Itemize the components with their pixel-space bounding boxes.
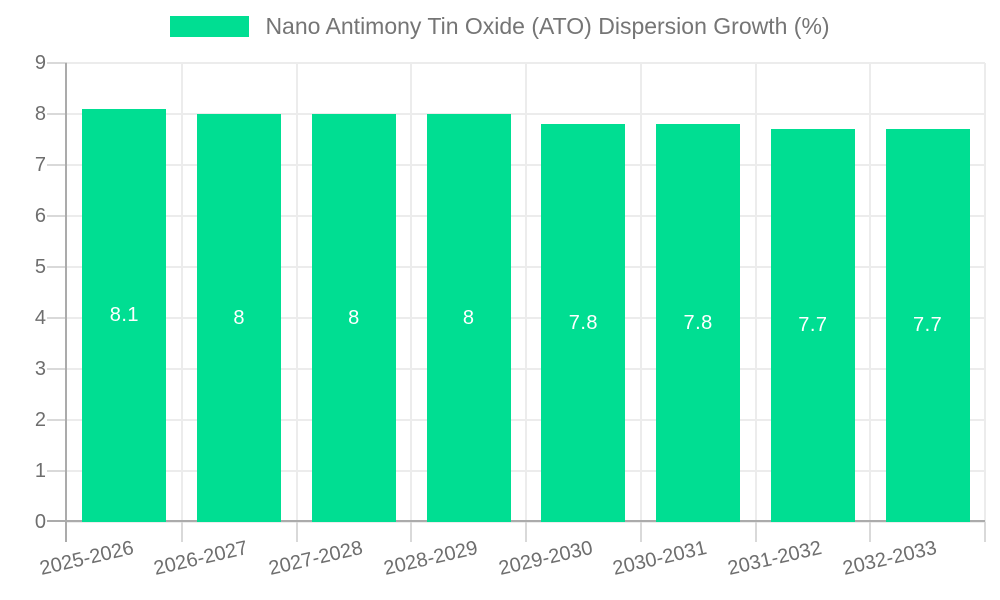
bar-value-label: 7.8 <box>568 311 599 334</box>
y-tick-label: 4 <box>34 307 46 329</box>
x-axis-tick <box>869 522 872 542</box>
x-axis-tick <box>180 522 183 542</box>
bar-value-label: 8.1 <box>109 303 140 326</box>
y-axis-tick <box>47 113 67 115</box>
bar[interactable]: 8.1 <box>82 108 167 522</box>
gridline-vertical <box>180 63 183 522</box>
bar-value-label: 7.7 <box>912 314 943 337</box>
bar-value-label: 8 <box>233 306 245 329</box>
x-axis-tick <box>525 522 527 542</box>
bar[interactable]: 8 <box>426 114 511 522</box>
x-tick-label: 2029-2030 <box>496 536 595 580</box>
x-tick-label: 2031-2032 <box>725 536 825 580</box>
x-axis-tick <box>410 522 413 542</box>
x-axis-tick <box>754 522 757 542</box>
bar[interactable]: 7.7 <box>885 129 970 522</box>
y-axis-tick <box>47 419 67 421</box>
y-axis-tick <box>47 368 67 370</box>
y-tick-label: 5 <box>34 256 46 278</box>
bar[interactable]: 7.8 <box>541 124 626 522</box>
y-axis-tick <box>47 62 67 64</box>
bar-value-label: 7.8 <box>683 311 713 334</box>
y-axis-line <box>65 63 67 542</box>
y-tick-label: 3 <box>34 358 46 380</box>
y-tick-label: 9 <box>34 52 46 74</box>
x-axis-tick <box>984 522 986 542</box>
y-tick-label: 2 <box>34 409 46 431</box>
y-tick-label: 6 <box>34 205 46 227</box>
gridline-vertical <box>869 63 872 522</box>
y-axis-tick <box>47 317 67 319</box>
x-tick-label: 2032-2033 <box>840 536 939 580</box>
x-tick-label: 2025-2026 <box>37 536 136 580</box>
gridline-vertical <box>754 63 757 522</box>
legend-label: Nano Antimony Tin Oxide (ATO) Dispersion… <box>265 13 830 39</box>
y-tick-label: 0 <box>34 511 46 533</box>
bar-value-label: 8 <box>462 306 475 329</box>
x-tick-label: 2027-2028 <box>266 536 366 580</box>
x-tick-label: 2028-2029 <box>381 536 480 580</box>
x-tick-label: 2026-2027 <box>152 536 251 580</box>
x-axis-tick <box>639 522 642 542</box>
legend-swatch <box>170 15 250 37</box>
y-tick-label: 1 <box>34 460 46 482</box>
gridline-vertical <box>525 63 527 522</box>
gridline-vertical <box>984 63 986 522</box>
x-axis-tick <box>295 522 298 542</box>
bar[interactable]: 7.7 <box>770 129 855 522</box>
bar[interactable]: 8 <box>311 114 396 522</box>
y-axis-tick <box>47 470 67 472</box>
chart-legend[interactable]: Nano Antimony Tin Oxide (ATO) Dispersion… <box>0 12 1000 40</box>
gridline-vertical <box>295 63 298 522</box>
gridline-vertical <box>639 63 642 522</box>
x-axis-line <box>47 520 985 522</box>
y-axis-tick <box>47 164 67 166</box>
y-axis-tick <box>47 266 67 268</box>
y-axis-tick <box>47 215 67 217</box>
y-tick-label: 8 <box>34 103 46 125</box>
y-tick-label: 7 <box>34 154 46 176</box>
bar[interactable]: 7.8 <box>656 124 741 522</box>
bar-value-label: 8 <box>348 306 360 329</box>
bar-value-label: 7.7 <box>798 314 828 337</box>
gridline-vertical <box>410 63 413 522</box>
bar[interactable]: 8 <box>197 114 282 522</box>
x-tick-label: 2030-2031 <box>611 536 710 580</box>
